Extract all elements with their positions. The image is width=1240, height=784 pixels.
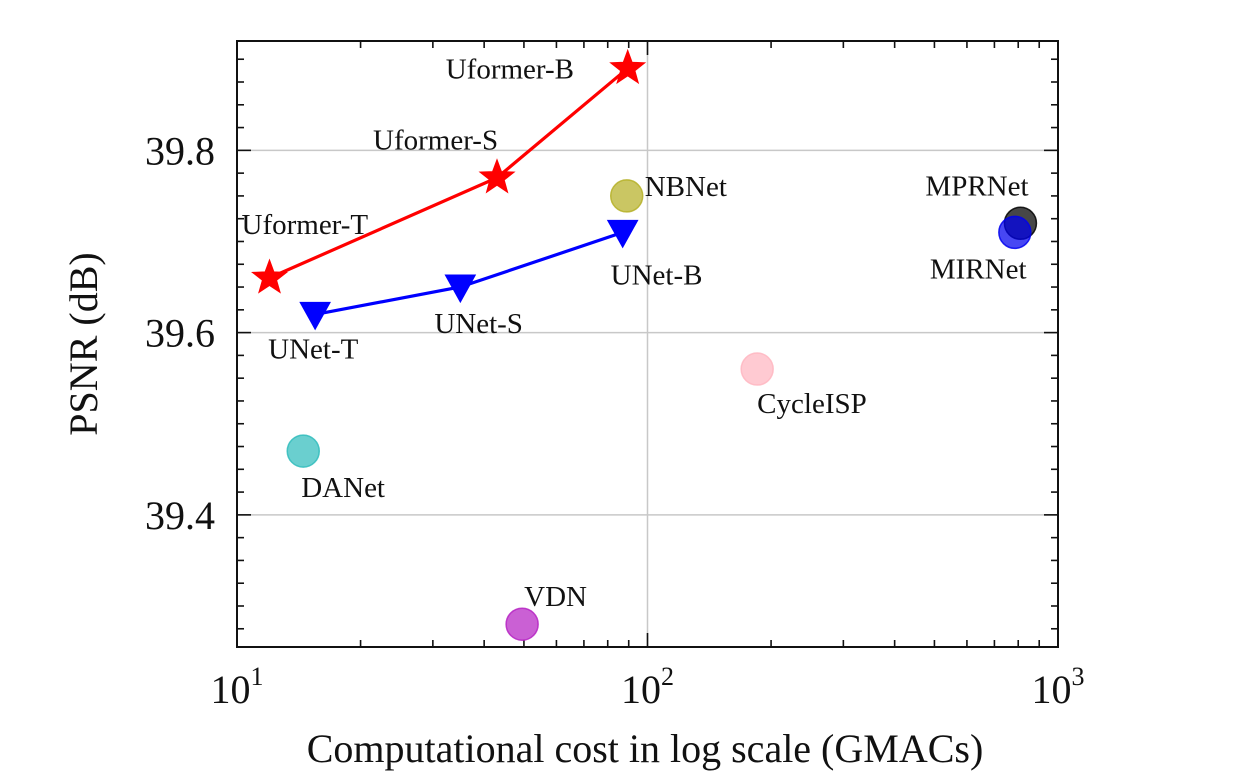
- x-axis-label: Computational cost in log scale (GMACs): [307, 726, 984, 771]
- marker-unet-t: [299, 301, 331, 331]
- label-nbnet: NBNet: [645, 171, 727, 203]
- label-unet-b: UNet-B: [611, 259, 703, 291]
- x-tick-label: 103: [1032, 662, 1085, 712]
- marker-unet-s: [444, 274, 477, 304]
- label-unet-t: UNet-T: [268, 333, 358, 365]
- y-tick-label: 39.8: [145, 128, 215, 173]
- data-markers: [251, 48, 1038, 641]
- marker-uformer-b: [609, 48, 647, 85]
- marker-cycleisp: [740, 352, 774, 386]
- y-tick-label: 39.4: [145, 493, 215, 538]
- label-uformer-b: Uformer-B: [446, 53, 574, 85]
- tick-labels: 101 102 103 39.4 39.6 39.8: [145, 128, 1085, 712]
- series-line-1: [314, 230, 624, 316]
- marker-mirnet: [998, 215, 1032, 250]
- label-mirnet: MIRNet: [930, 253, 1027, 285]
- label-danet: DANet: [301, 472, 385, 504]
- marker-danet: [286, 434, 320, 468]
- marker-uformer-t: [251, 258, 288, 294]
- label-uformer-t: Uformer-T: [242, 209, 369, 241]
- y-axis-label: PSNR (dB): [61, 252, 106, 435]
- plot-frame: [236, 40, 1059, 648]
- grid-lines: [237, 41, 1058, 647]
- marker-unet-b: [606, 219, 639, 249]
- label-uformer-s: Uformer-S: [373, 125, 498, 157]
- marker-nbnet: [609, 179, 644, 213]
- y-tick-label: 39.6: [145, 311, 215, 356]
- series-line-0: [268, 67, 629, 280]
- label-unet-s: UNet-S: [434, 308, 523, 340]
- point-labels: Uformer-T Uformer-S Uformer-B UNet-T UNet-S U…: [242, 53, 1029, 613]
- marker-uformer-s: [478, 158, 516, 194]
- x-tick-label: 102: [621, 662, 674, 712]
- x-tick-label: 101: [211, 662, 264, 712]
- label-vdn: VDN: [524, 581, 587, 613]
- label-cycleisp: CycleISP: [757, 388, 867, 420]
- label-mprnet: MPRNet: [925, 170, 1028, 202]
- marker-vdn: [505, 607, 539, 641]
